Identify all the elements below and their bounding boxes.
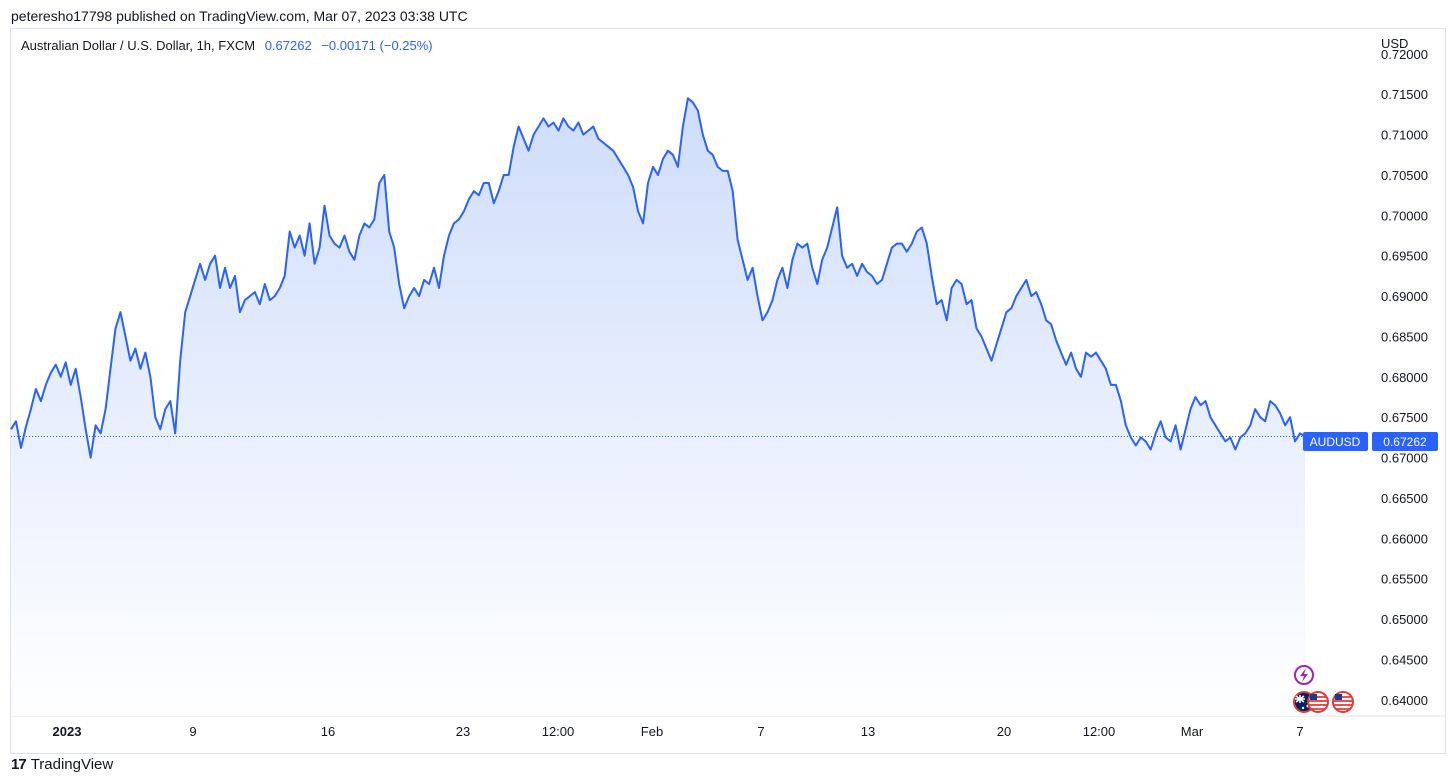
price-label-text: 0.67262 — [1383, 435, 1427, 449]
brand-name: TradingView — [30, 756, 114, 773]
last-price-value: 0.67262 — [264, 38, 312, 53]
price-label-box — [1372, 432, 1438, 451]
price-tick-label: 0.70000 — [1381, 208, 1428, 223]
symbol-label-box — [1303, 432, 1368, 451]
price-area-fill — [11, 98, 1305, 717]
price-tick-label: 0.68500 — [1381, 330, 1428, 345]
time-tick-label: 13 — [861, 724, 875, 739]
time-tick-label: 7 — [1296, 724, 1303, 739]
chart-legend[interactable]: Australian Dollar / U.S. Dollar, 1h, FXC… — [21, 38, 433, 53]
symbol-description: Australian Dollar / U.S. Dollar, 1h, FXC… — [21, 38, 256, 53]
price-tick-label: 0.69500 — [1381, 249, 1428, 264]
time-tick-label: 7 — [757, 724, 764, 739]
price-tick-label: 0.66000 — [1381, 531, 1428, 546]
price-tick-label: 0.68000 — [1381, 370, 1428, 385]
price-line — [10, 97, 1306, 459]
time-tick-label: 12:00 — [542, 724, 575, 739]
time-tick-label: 9 — [189, 724, 196, 739]
price-tick-label: 0.70500 — [1381, 168, 1428, 183]
price-tick-label: 0.64000 — [1381, 693, 1428, 708]
footer-branding[interactable]: 17 TradingView — [11, 756, 113, 773]
price-tick-label: 0.71000 — [1381, 128, 1428, 143]
price-axis[interactable]: 0.72000 0.71500 0.71000 0.70500 0.70000 0.695… — [1381, 47, 1428, 708]
time-tick-label: Feb — [641, 724, 663, 739]
price-tick-label: 0.64500 — [1381, 653, 1428, 668]
price-tick-label: 0.67000 — [1381, 451, 1428, 466]
price-change-value: −0.00171 (−0.25%) — [321, 38, 433, 53]
us-flag-icon[interactable] — [1307, 691, 1329, 713]
currency-label: USD — [1381, 36, 1409, 51]
last-price-label[interactable]: AUDUSD 0.67262 — [1303, 432, 1438, 451]
chart-frame[interactable] — [10, 28, 1446, 754]
price-tick-label: 0.65500 — [1381, 572, 1428, 587]
time-tick-label: 16 — [321, 724, 335, 739]
time-tick-label: 12:00 — [1083, 724, 1116, 739]
price-tick-label: 0.67500 — [1381, 410, 1428, 425]
time-tick-label: 2023 — [53, 724, 82, 739]
time-tick-label: Mar — [1181, 724, 1204, 739]
lightning-event-icon[interactable] — [1294, 665, 1314, 685]
time-axis[interactable]: 2023 9 16 23 12:00 Feb 7 13 20 12:00 Mar 7 — [53, 724, 1304, 739]
us-flag-icon[interactable] — [1332, 691, 1354, 713]
price-tick-label: 0.71500 — [1381, 87, 1428, 102]
price-tick-label: 0.65000 — [1381, 612, 1428, 627]
price-tick-label: 0.66500 — [1381, 491, 1428, 506]
tradingview-logo-icon: 17 — [11, 756, 27, 773]
symbol-label-text: AUDUSD — [1310, 435, 1361, 449]
time-tick-label: 20 — [997, 724, 1011, 739]
published-header: peteresho17798 published on TradingView.… — [11, 8, 468, 24]
time-tick-label: 23 — [456, 724, 470, 739]
event-icons[interactable] — [1293, 665, 1354, 713]
price-tick-label: 0.72000 — [1381, 47, 1428, 62]
price-tick-label: 0.69000 — [1381, 289, 1428, 304]
